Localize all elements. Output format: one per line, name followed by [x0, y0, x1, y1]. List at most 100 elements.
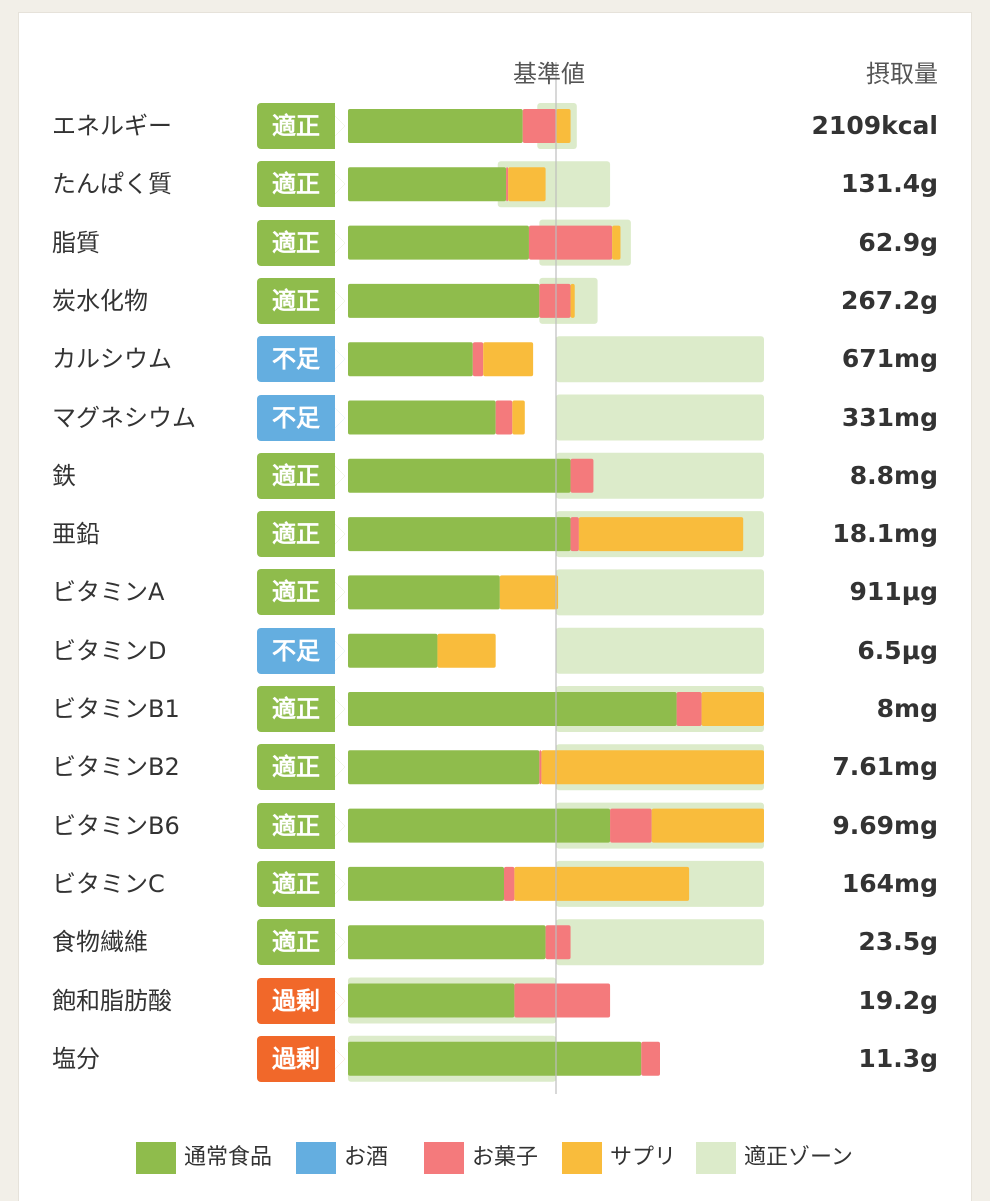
bar-segment-supplement: [570, 283, 575, 318]
proper-zone-bar: [556, 627, 764, 674]
bar-segment-snacks: [506, 167, 509, 202]
bar-segment-snacks: [570, 517, 579, 552]
bar-segment-supplement: [556, 109, 571, 143]
legend-swatch: [296, 1142, 336, 1174]
status-badge: 適正: [257, 103, 345, 149]
bar-segment-normal-food: [348, 167, 507, 202]
status-badge: 不足: [257, 336, 345, 383]
bar-segment-snacks: [610, 808, 652, 843]
nutrient-label: エネルギー: [52, 112, 172, 140]
bar-segment-supplement: [612, 225, 621, 260]
bar-segment-supplement: [437, 633, 496, 668]
status-badge: 過剰: [257, 977, 345, 1024]
legend-swatch: [562, 1142, 602, 1174]
bar-segment-normal-food: [348, 692, 677, 726]
bar-segment-snacks: [495, 400, 513, 435]
nutrient-label: ビタミンD: [52, 636, 167, 665]
status-badge: 適正: [257, 452, 345, 499]
intake-header: 摂取量: [866, 60, 938, 88]
bar-segment-supplement: [578, 517, 744, 552]
nutrient-label: 塩分: [52, 1044, 100, 1073]
bar-segment-normal-food: [348, 983, 515, 1018]
legend-swatch: [136, 1142, 176, 1174]
status-badge: 適正: [257, 219, 345, 266]
bar-segment-snacks: [641, 1041, 660, 1076]
intake-value: 62.9g: [858, 227, 938, 257]
bar-segment-snacks: [472, 342, 484, 377]
status-badge: 適正: [257, 802, 345, 849]
nutrient-label: ビタミンB1: [52, 695, 180, 723]
proper-zone-bar: [556, 919, 764, 966]
bar-segment-normal-food: [348, 1041, 642, 1076]
legend: 通常食品 お酒 お菓子 サプリ 適正ゾーン: [0, 1142, 990, 1174]
intake-value: 671mg: [841, 344, 938, 374]
bar-segment-normal-food: [348, 109, 523, 143]
bar-segment-supplement: [541, 750, 764, 785]
bar-segment-supplement: [651, 808, 764, 843]
bar-segment-supplement: [512, 400, 525, 435]
bar-segment-supplement: [701, 692, 764, 726]
intake-value: 9.69mg: [832, 810, 938, 840]
legend-swatch: [424, 1142, 464, 1174]
legend-label: お菓子: [472, 1145, 539, 1170]
bar-segment-snacks: [539, 283, 571, 318]
bar-segment-normal-food: [348, 633, 438, 668]
bar-segment-snacks: [528, 225, 613, 260]
bar-segment-supplement: [499, 575, 559, 610]
status-badge: 適正: [257, 569, 345, 616]
intake-value: 6.5μg: [857, 635, 938, 665]
nutrient-label: ビタミンB6: [52, 811, 180, 840]
proper-zone-bar: [556, 394, 764, 441]
nutrient-label: たんぱく質: [52, 170, 172, 199]
bar-segment-normal-food: [348, 925, 546, 960]
proper-zone-bar: [556, 569, 764, 616]
bar-segment-normal-food: [348, 808, 611, 843]
legend-label: サプリ: [610, 1145, 677, 1170]
bar-segment-snacks: [570, 458, 594, 493]
nutrient-label: カルシウム: [52, 345, 172, 374]
nutrient-label: ビタミンB2: [52, 753, 180, 782]
nutrient-label: 食物繊維: [52, 928, 148, 957]
status-badge: 適正: [257, 277, 345, 324]
intake-value: 2109kcal: [811, 111, 938, 140]
legend-label: 通常食品: [184, 1145, 273, 1170]
intake-value: 8.8mg: [849, 460, 938, 490]
status-badge: 適正: [257, 919, 345, 966]
intake-value: 23.5g: [858, 927, 938, 957]
intake-value: 7.61mg: [832, 752, 938, 782]
bar-segment-snacks: [522, 109, 556, 143]
status-badge: 不足: [257, 627, 345, 674]
intake-value: 19.2g: [858, 985, 938, 1015]
bar-segment-supplement: [514, 866, 690, 901]
bar-segment-snacks: [504, 866, 515, 901]
status-badge: 適正: [257, 744, 345, 791]
intake-value: 267.2g: [841, 285, 938, 315]
proper-zone-bar: [556, 336, 764, 383]
status-badge: 過剰: [257, 1035, 345, 1082]
bar-segment-normal-food: [348, 866, 504, 901]
bar-segment-supplement: [508, 167, 546, 202]
bar-segment-normal-food: [348, 517, 571, 552]
status-badge: 適正: [257, 161, 345, 208]
nutrient-label: 飽和脂肪酸: [52, 986, 172, 1015]
status-badge: 適正: [257, 860, 345, 907]
bar-segment-normal-food: [348, 342, 473, 377]
status-badge: 不足: [257, 394, 345, 441]
nutrient-label: 亜鉛: [52, 520, 100, 549]
nutrient-label: 脂質: [52, 228, 100, 257]
bar-segment-normal-food: [348, 458, 571, 493]
bar-segment-snacks: [514, 983, 611, 1018]
intake-value: 911μg: [849, 577, 938, 607]
legend-label: お酒: [344, 1145, 389, 1170]
intake-value: 331mg: [841, 402, 938, 432]
legend-swatch: [696, 1142, 736, 1174]
intake-value: 164mg: [841, 868, 938, 898]
status-badge: 適正: [257, 511, 345, 558]
status-badge: 適正: [257, 686, 345, 732]
bar-segment-normal-food: [348, 283, 540, 318]
nutrient-label: 炭水化物: [52, 286, 148, 315]
nutrient-label: ビタミンC: [52, 869, 165, 898]
bar-segment-normal-food: [348, 575, 500, 610]
bar-segment-supplement: [483, 342, 534, 377]
